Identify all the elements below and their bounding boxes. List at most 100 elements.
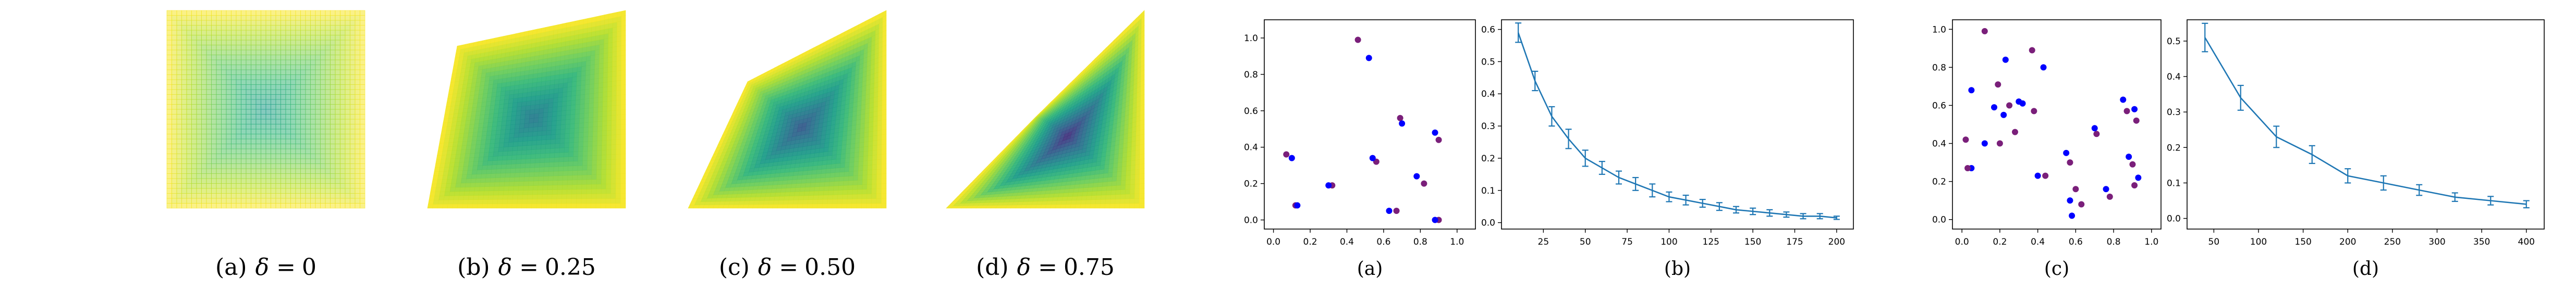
heat-cell <box>166 65 172 70</box>
heat-cell <box>508 98 514 104</box>
heat-cell <box>330 10 336 16</box>
heat-cell <box>589 93 594 99</box>
heat-cell <box>181 40 187 45</box>
heat-cell <box>255 55 261 60</box>
heat-cell <box>860 132 865 138</box>
heat-cell <box>290 119 296 124</box>
heat-cell <box>538 176 544 181</box>
heat-cell <box>181 74 187 80</box>
heat-cell <box>201 198 207 204</box>
heat-cell <box>616 60 621 67</box>
heat-cell <box>612 100 617 106</box>
heat-cell <box>486 130 492 136</box>
heat-cell <box>295 49 301 55</box>
heat-cell <box>509 172 516 178</box>
heat-cell <box>599 53 604 59</box>
heat-cell <box>472 165 478 171</box>
heat-cell <box>591 16 596 23</box>
heat-cell <box>320 158 326 164</box>
heat-cell <box>295 104 301 110</box>
heat-cell <box>445 183 452 188</box>
heat-cell <box>817 199 823 205</box>
heat-cell <box>295 183 301 189</box>
heat-cell <box>481 173 487 179</box>
heat-cell <box>500 173 506 178</box>
heat-cell <box>181 10 187 16</box>
heat-cell <box>585 203 592 209</box>
heat-cell <box>241 69 247 75</box>
heat-cell <box>186 15 192 21</box>
heat-cell <box>555 143 560 149</box>
heat-cell <box>510 120 516 125</box>
heat-cell <box>251 30 257 35</box>
heat-cell <box>439 191 446 196</box>
heat-cell <box>236 114 241 120</box>
heat-cell <box>849 152 855 158</box>
heat-cell <box>226 124 231 130</box>
heat-cell <box>280 10 286 16</box>
heat-cell <box>176 188 182 194</box>
heat-cell <box>575 104 581 110</box>
heat-cell <box>305 158 311 164</box>
heat-cell <box>236 20 241 26</box>
heat-cell <box>527 140 533 146</box>
heat-cell <box>556 124 561 130</box>
heat-cell <box>818 151 824 157</box>
heat-cell <box>467 204 473 209</box>
heat-cell <box>851 198 858 204</box>
heat-cell <box>330 15 336 21</box>
heat-cell <box>166 55 172 60</box>
heat-cell <box>510 168 516 173</box>
heat-cell <box>445 154 451 159</box>
heat-cell <box>582 51 587 58</box>
heat-cell <box>186 84 192 90</box>
heat-cell <box>196 45 202 50</box>
heat-cell <box>295 94 301 100</box>
heat-cell <box>345 183 350 189</box>
heat-cell <box>539 162 545 168</box>
heat-cell <box>320 193 326 199</box>
heat-cell <box>620 183 626 189</box>
heat-cell <box>478 123 484 128</box>
heat-cell <box>519 31 525 37</box>
heat-cell <box>477 204 483 209</box>
heat-cell <box>855 137 860 144</box>
heat-cell <box>261 25 266 31</box>
heat-cell <box>442 175 448 180</box>
heat-cell <box>261 168 266 174</box>
heat-cell <box>882 134 887 140</box>
heat-cell <box>858 175 863 181</box>
heat-cell <box>340 109 346 115</box>
heat-cell <box>271 163 276 169</box>
heat-cell <box>271 188 276 194</box>
heat-cell <box>340 99 346 105</box>
heat-cell <box>588 136 593 142</box>
heat-cell <box>340 163 346 169</box>
heat-cell <box>599 72 604 79</box>
heat-cell <box>620 158 626 165</box>
heat-cell <box>216 138 222 144</box>
heat-cell <box>601 198 606 204</box>
heat-cell <box>310 198 316 204</box>
heat-cell <box>877 149 882 155</box>
heat-cell <box>463 128 470 134</box>
heat-cell <box>186 69 192 75</box>
heat-cell <box>857 189 863 195</box>
heat-cell <box>523 30 529 36</box>
heat-cell <box>616 149 621 155</box>
heat-cell <box>275 74 281 80</box>
heat-cell <box>350 138 356 144</box>
heat-cell <box>511 204 518 209</box>
heat-cell <box>255 79 261 85</box>
heat-cell <box>486 165 493 170</box>
heat-cell <box>181 154 187 159</box>
heat-cell <box>847 198 852 204</box>
heat-cell <box>606 188 612 194</box>
heat-cell <box>507 146 514 151</box>
heat-cell <box>554 79 559 85</box>
heat-cell <box>196 94 202 100</box>
heat-cell <box>579 108 585 114</box>
heat-cell <box>612 75 617 82</box>
heat-cell <box>226 89 231 95</box>
heat-cell <box>581 56 587 62</box>
